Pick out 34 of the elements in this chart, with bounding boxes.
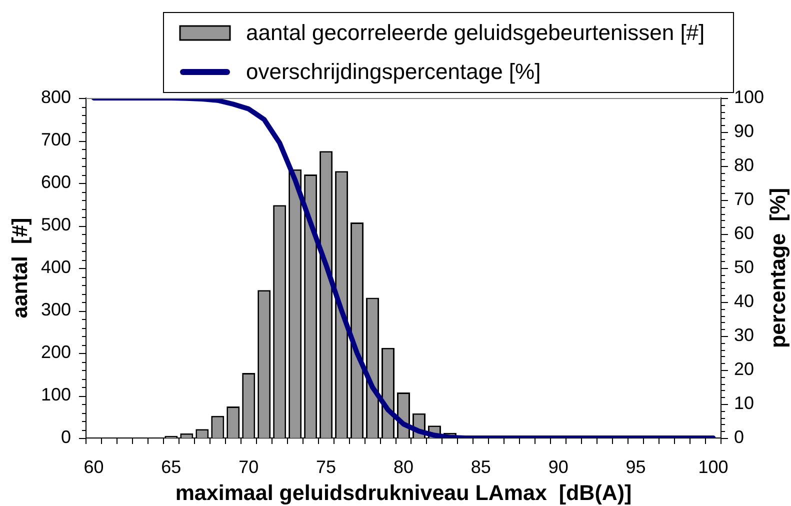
y-tick-label: 0 xyxy=(60,426,71,447)
x-tick-label: 80 xyxy=(393,456,414,477)
y2-tick-label: 70 xyxy=(734,188,754,209)
y2-tick-label: 40 xyxy=(734,290,754,311)
y2-tick-label: 20 xyxy=(734,358,754,379)
y-tick-label: 800 xyxy=(40,86,71,107)
y2-tick-label: 60 xyxy=(734,222,754,243)
x-tick-label: 65 xyxy=(161,456,182,477)
legend-label: aantal gecorreleerde geluidsgebeurtenissen [#] xyxy=(246,20,705,46)
x-axis-title: maximaal geluidsdrukniveau LAmax [dB(A)] xyxy=(175,481,632,506)
y-axis-title: aantal [#] xyxy=(8,218,32,318)
x-tick-label: 95 xyxy=(626,456,646,477)
y2-tick-label: 90 xyxy=(734,120,754,141)
x-tick-label: 75 xyxy=(316,456,336,477)
y-tick-label: 700 xyxy=(40,129,71,150)
legend-label: overschrijdingspercentage [%] xyxy=(246,59,541,84)
y2-tick-label: 80 xyxy=(734,154,754,175)
y-tick-label: 200 xyxy=(40,342,71,362)
y-tick-label: 500 xyxy=(40,214,71,234)
x-tick-label: 90 xyxy=(548,456,568,477)
x-tick-label: 60 xyxy=(84,456,104,477)
x-tick-label: 85 xyxy=(470,456,491,477)
x-tick-label: 70 xyxy=(238,456,259,477)
y2-tick-label: 10 xyxy=(734,392,754,413)
y2-axis-title: percentage [%] xyxy=(766,188,790,348)
y2-tick-label: 100 xyxy=(734,86,764,107)
y2-tick-label: 30 xyxy=(734,324,754,345)
y2-tick-label: 50 xyxy=(734,256,754,277)
y-tick-label: 400 xyxy=(40,256,71,277)
y-tick-label: 300 xyxy=(40,299,71,320)
y2-tick-label: 0 xyxy=(734,426,744,447)
y-tick-label: 600 xyxy=(40,172,71,192)
y-tick-label: 100 xyxy=(40,384,71,404)
x-tick-label: 100 xyxy=(698,456,728,477)
